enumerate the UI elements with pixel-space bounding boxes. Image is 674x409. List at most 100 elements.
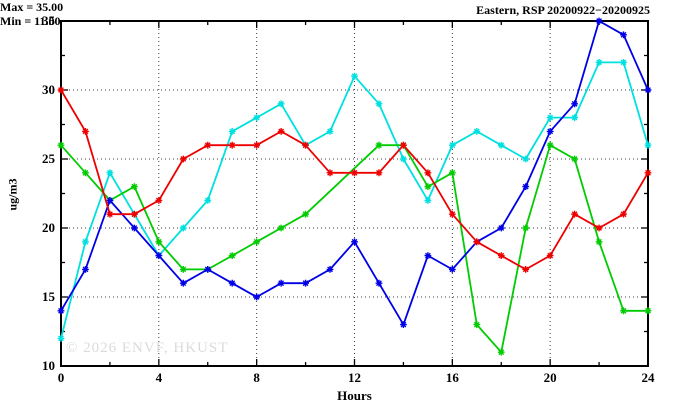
data-point-marker-red	[253, 141, 261, 149]
data-point-marker-red	[595, 224, 603, 232]
data-point-marker-blue	[351, 238, 358, 246]
data-point-marker-cyan	[571, 114, 579, 121]
watermark: © 2026 ENVF, HKUST	[66, 340, 229, 356]
chart-title: Eastern, RSP 20200922−20200925	[476, 3, 650, 17]
x-tick-label: 8	[253, 370, 260, 385]
data-point-marker-red	[130, 210, 138, 218]
y-tick-label: 30	[42, 82, 55, 97]
data-point-marker-cyan	[375, 100, 383, 108]
data-point-marker-blue	[179, 279, 187, 287]
data-point-marker-blue	[522, 183, 530, 190]
data-point-marker-red	[448, 210, 456, 218]
data-point-marker-blue	[57, 307, 65, 315]
data-point-marker-red	[473, 238, 481, 246]
data-point-marker-cyan	[82, 238, 89, 246]
data-point-marker-cyan	[179, 224, 187, 232]
x-tick-label: 20	[544, 370, 557, 385]
x-axis-label: Hours	[337, 388, 372, 403]
data-point-marker-green	[82, 169, 89, 177]
data-point-marker-blue	[400, 321, 407, 328]
data-point-marker-red	[424, 169, 432, 177]
data-point-marker-green	[522, 224, 530, 232]
x-tick-label: 16	[446, 370, 460, 385]
data-point-marker-red	[302, 141, 309, 149]
data-point-marker-green	[155, 238, 163, 246]
data-point-marker-red	[82, 128, 89, 135]
data-point-marker-cyan	[620, 59, 627, 66]
data-point-marker-blue	[424, 252, 432, 259]
data-point-marker-blue	[326, 266, 334, 273]
data-point-marker-blue	[644, 86, 652, 94]
data-point-marker-red	[351, 169, 358, 177]
data-point-marker-green	[277, 224, 285, 232]
data-point-marker-cyan	[546, 114, 554, 121]
y-axis-label: ug/m3	[5, 178, 20, 211]
data-point-marker-blue	[497, 224, 505, 232]
data-point-marker-green	[571, 155, 579, 163]
data-point-marker-cyan	[595, 59, 603, 66]
data-point-marker-cyan	[277, 100, 285, 108]
data-point-marker-cyan	[253, 114, 261, 121]
data-point-marker-green	[448, 169, 456, 177]
data-point-marker-green	[375, 141, 383, 149]
data-point-marker-red	[620, 210, 627, 218]
data-point-marker-green	[130, 183, 138, 190]
data-point-marker-blue	[302, 279, 309, 287]
data-point-marker-blue	[571, 100, 579, 108]
data-point-marker-red	[179, 155, 187, 163]
data-point-marker-cyan	[204, 197, 212, 204]
data-point-marker-cyan	[522, 155, 530, 163]
y-tick-label: 25	[42, 151, 56, 166]
data-point-marker-blue	[82, 266, 89, 273]
data-point-marker-red	[155, 197, 163, 204]
y-tick-label: 10	[42, 358, 55, 373]
data-point-marker-blue	[375, 279, 383, 287]
data-point-marker-green	[497, 348, 505, 356]
data-point-marker-cyan	[228, 128, 236, 135]
data-point-marker-red	[546, 252, 554, 259]
y-tick-label: 20	[42, 220, 55, 235]
y-tick-label: 35	[42, 13, 56, 28]
data-point-marker-blue	[130, 224, 138, 232]
data-point-marker-blue	[253, 293, 261, 301]
data-point-marker-cyan	[497, 141, 505, 149]
data-point-marker-red	[375, 169, 383, 177]
data-point-marker-red	[400, 141, 407, 149]
data-point-marker-blue	[546, 128, 554, 135]
data-point-marker-blue	[448, 266, 456, 273]
data-point-marker-red	[326, 169, 334, 177]
data-point-marker-cyan	[644, 141, 652, 149]
data-point-marker-cyan	[424, 197, 432, 204]
data-point-marker-green	[595, 238, 603, 246]
data-point-marker-green	[302, 210, 309, 218]
data-point-marker-green	[57, 141, 65, 149]
data-point-marker-red	[277, 128, 285, 135]
data-point-marker-green	[620, 307, 627, 315]
data-point-marker-blue	[620, 31, 627, 39]
data-point-marker-red	[106, 210, 114, 218]
data-point-marker-cyan	[106, 169, 114, 177]
data-point-marker-green	[228, 252, 236, 259]
data-point-marker-cyan	[448, 141, 456, 149]
x-tick-label: 0	[58, 370, 65, 385]
data-point-marker-blue	[106, 197, 114, 204]
data-point-marker-red	[204, 141, 212, 149]
data-point-marker-red	[497, 252, 505, 259]
data-point-marker-blue	[204, 266, 212, 273]
data-point-marker-green	[546, 141, 554, 149]
data-point-marker-green	[179, 266, 187, 273]
data-point-marker-blue	[595, 17, 603, 25]
data-point-marker-cyan	[351, 72, 358, 80]
x-tick-label: 4	[156, 370, 163, 385]
data-point-marker-cyan	[473, 128, 481, 135]
data-point-marker-green	[253, 238, 261, 246]
data-point-marker-blue	[228, 279, 236, 287]
data-point-marker-red	[522, 266, 530, 273]
data-point-marker-green	[473, 321, 481, 328]
data-point-marker-red	[571, 210, 579, 218]
data-point-marker-red	[228, 141, 236, 149]
x-tick-label: 12	[348, 370, 361, 385]
data-point-marker-blue	[277, 279, 285, 287]
stats-annotation: Max = 35.00 Min = 11.00	[0, 0, 674, 28]
